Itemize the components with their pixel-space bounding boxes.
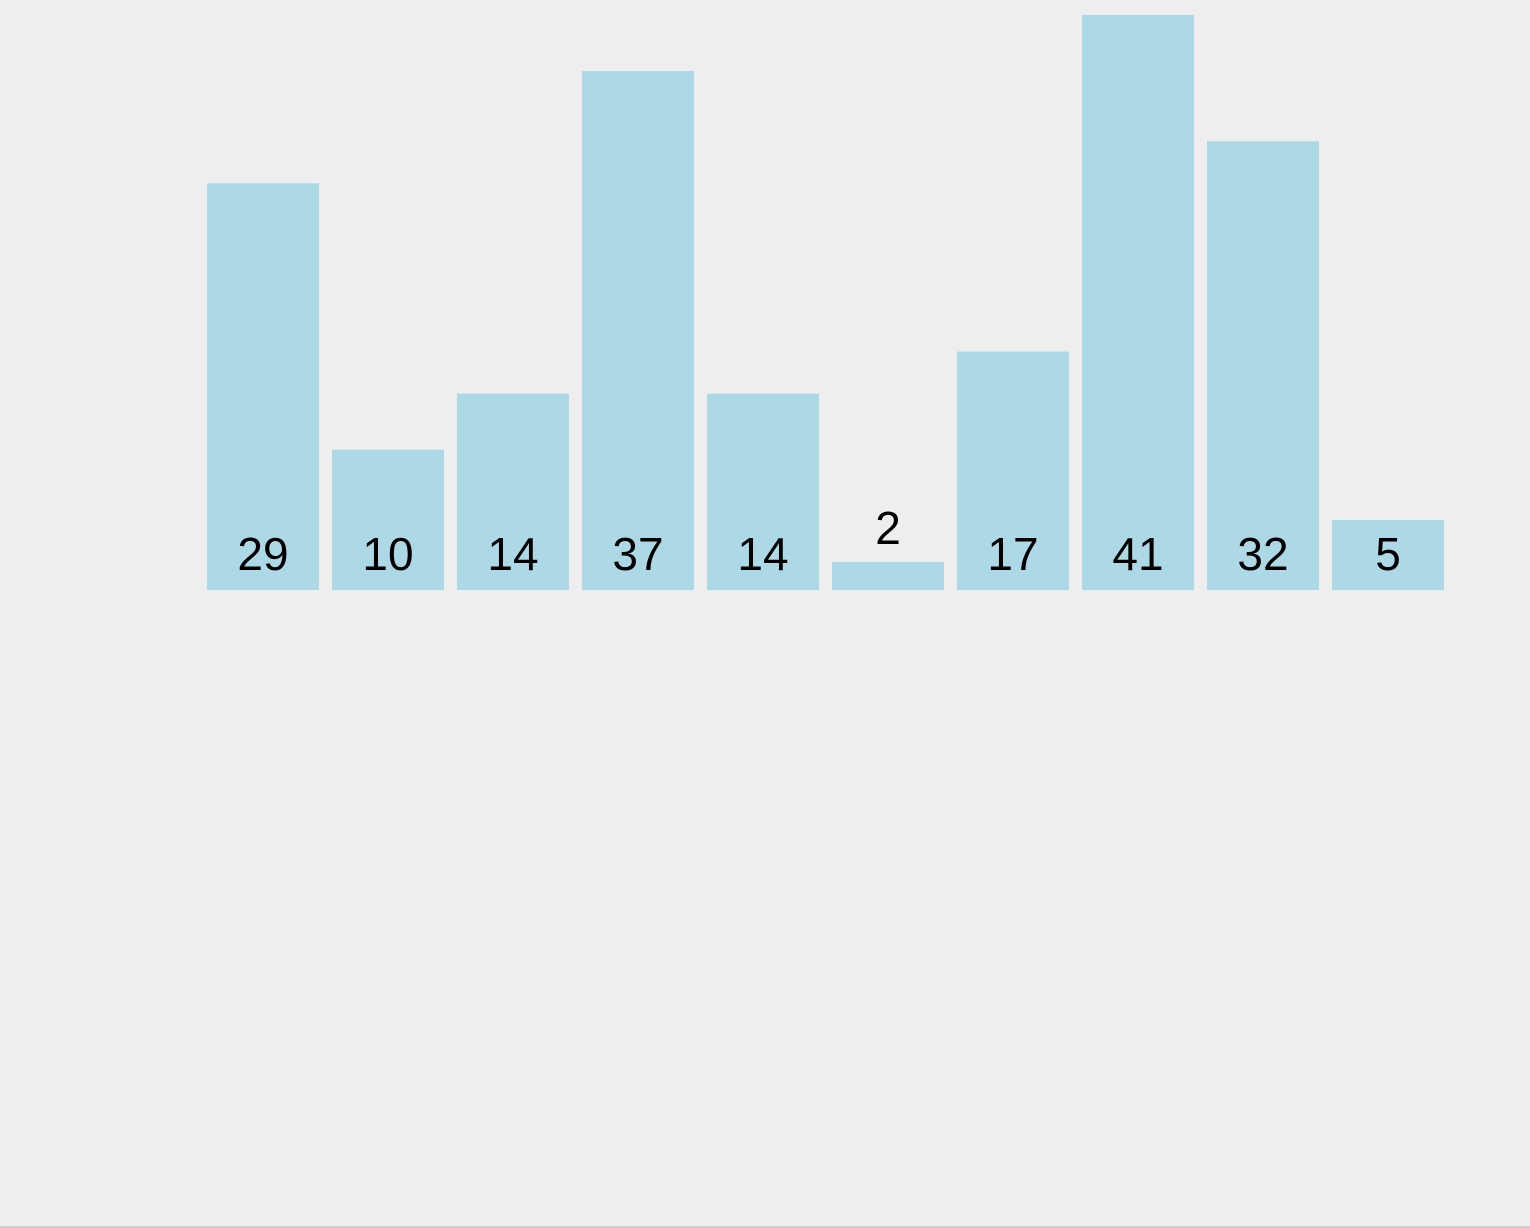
bar-label-5: 14	[737, 528, 788, 580]
bar-label-9: 32	[1237, 528, 1288, 580]
bar-label-10: 5	[1375, 528, 1401, 580]
bar-2	[332, 449, 444, 590]
bar-4	[582, 71, 694, 591]
bar-5	[707, 393, 819, 590]
bar-9	[1207, 141, 1319, 590]
bar-label-2: 10	[362, 528, 413, 580]
bar-10	[1332, 519, 1444, 590]
bar-label-8: 41	[1112, 528, 1163, 580]
bar-label-7: 17	[987, 528, 1038, 580]
bottom-divider	[0, 1226, 1530, 1228]
bar-label-3: 14	[487, 528, 538, 580]
bar-7	[957, 351, 1069, 590]
bar-labels: 29 10 14 37 14 2 17 41 32 5	[237, 502, 1400, 580]
bar-label-4: 37	[612, 528, 663, 580]
bar-label-1: 29	[237, 528, 288, 580]
bar-1	[207, 183, 319, 591]
bar-3	[457, 393, 569, 590]
bar-8	[1082, 15, 1194, 590]
bar-6	[832, 561, 944, 590]
bars	[207, 15, 1444, 591]
bar-label-6: 2	[875, 502, 901, 554]
